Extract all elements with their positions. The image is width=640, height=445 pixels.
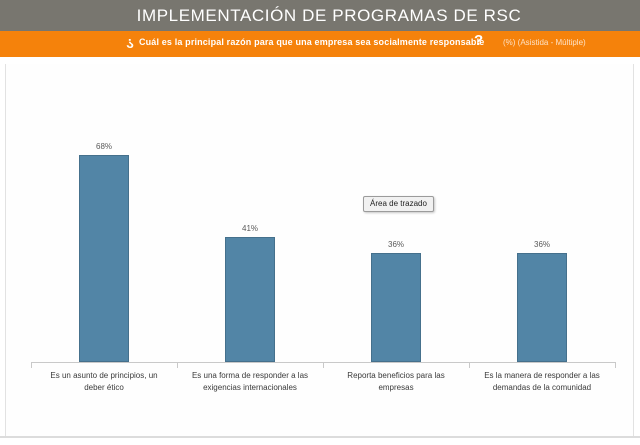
axis-tick: [615, 362, 616, 368]
axis-tick: [323, 362, 324, 368]
bar-2[interactable]: [225, 237, 275, 362]
question-mark-icon: ?: [474, 32, 484, 49]
axis-tick: [469, 362, 470, 368]
plot-area-tooltip: Área de trazado: [363, 196, 434, 212]
bar-column[interactable]: 36%: [323, 134, 469, 362]
bar-3[interactable]: [371, 253, 421, 362]
question-bar: ¿ Cuál es la principal razón para que un…: [0, 31, 640, 57]
category-label-2: Es una forma de responder a las exigenci…: [177, 370, 323, 394]
category-label-line: Es una forma de responder a las: [191, 371, 309, 380]
category-label-line: Es un asunto de principios, un: [50, 371, 158, 380]
bar-column[interactable]: 68%: [31, 134, 177, 362]
category-label-line: demandas de la comunidad: [492, 383, 592, 392]
bar-column[interactable]: 36%: [469, 134, 615, 362]
category-label-line: deber ético: [84, 383, 124, 392]
chart-frame[interactable]: 68% 41% 36% 36%: [5, 64, 634, 438]
category-label-3: Reporta beneficios para las empresas: [323, 370, 469, 394]
bar-value-label: 41%: [241, 224, 259, 233]
category-label-line: exigencias internacionales: [203, 383, 297, 392]
inverted-question-mark-icon: ¿: [126, 34, 134, 49]
category-label-line: empresas: [378, 383, 414, 392]
plot-area[interactable]: 68% 41% 36% 36%: [31, 134, 616, 362]
category-label-1: Es un asunto de principios, un deber éti…: [31, 370, 177, 394]
slide-body: 68% 41% 36% 36%: [0, 57, 640, 445]
bar-value-label: 36%: [533, 240, 551, 249]
question-text: Cuál es la principal razón para que una …: [139, 37, 485, 47]
slide-title-bar: IMPLEMENTACIÓN DE PROGRAMAS DE RSC: [0, 0, 640, 31]
bar-column[interactable]: 41%: [177, 134, 323, 362]
bar-1[interactable]: [79, 155, 129, 362]
page-title: IMPLEMENTACIÓN DE PROGRAMAS DE RSC: [136, 5, 522, 25]
question-suffix: (%) (Asistida - Múltiple): [503, 38, 586, 47]
bar-value-label: 68%: [95, 142, 113, 151]
category-label-4: Es la manera de responder a las demandas…: [469, 370, 615, 394]
category-label-line: Reporta beneficios para las: [347, 371, 445, 380]
axis-tick: [31, 362, 32, 368]
bar-value-label: 36%: [387, 240, 405, 249]
bar-4[interactable]: [517, 253, 567, 362]
bottom-divider: [0, 436, 640, 438]
category-label-line: Es la manera de responder a las: [484, 371, 600, 380]
axis-tick: [177, 362, 178, 368]
